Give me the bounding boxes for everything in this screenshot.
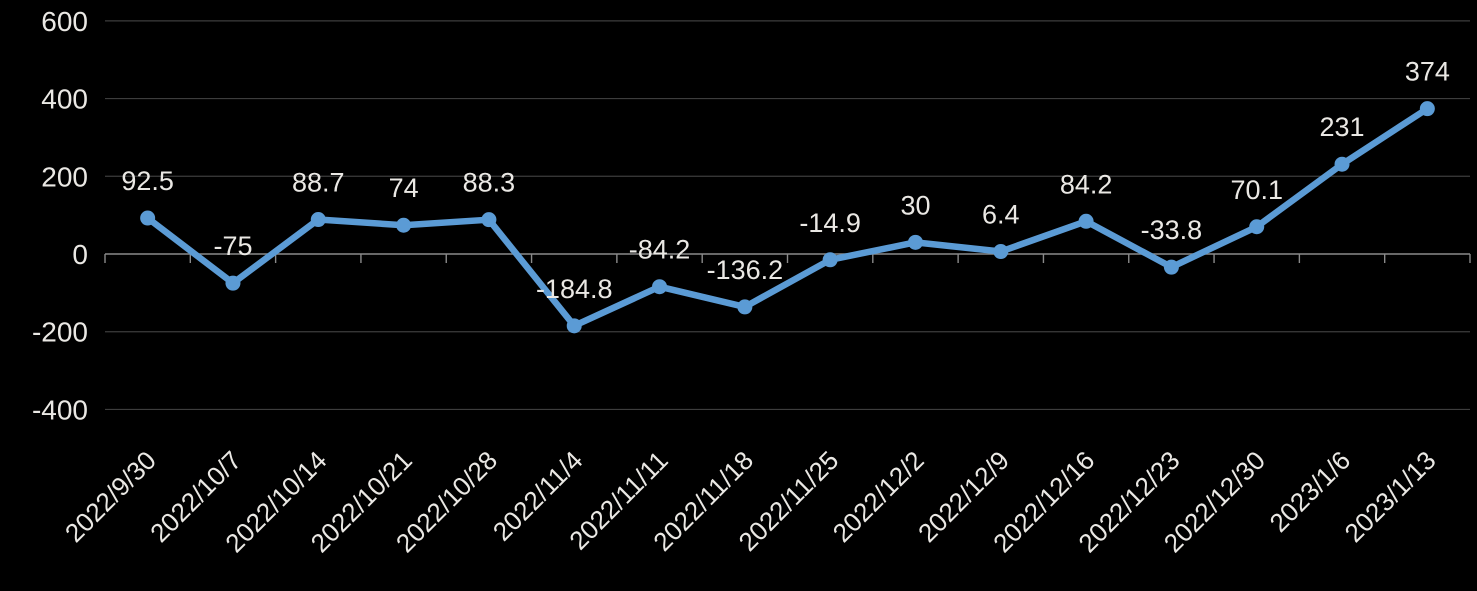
data-point bbox=[1334, 156, 1350, 172]
data-point bbox=[140, 210, 156, 226]
data-point bbox=[566, 318, 582, 334]
y-axis-label: -400 bbox=[32, 394, 88, 425]
series-line bbox=[144, 105, 1431, 330]
x-axis-label: 2022/12/2 bbox=[827, 445, 930, 548]
data-label: -136.2 bbox=[707, 255, 784, 285]
data-point bbox=[1078, 213, 1094, 229]
data-label: 70.1 bbox=[1230, 175, 1283, 205]
data-point bbox=[1249, 219, 1265, 235]
data-label: -184.8 bbox=[536, 274, 613, 304]
y-axis-label: 400 bbox=[41, 84, 88, 115]
data-label: -33.8 bbox=[1141, 215, 1203, 245]
data-label: -84.2 bbox=[629, 235, 691, 265]
data-point bbox=[225, 275, 241, 291]
data-point bbox=[737, 299, 753, 315]
data-label: 30 bbox=[900, 190, 930, 220]
data-label: 92.5 bbox=[121, 166, 174, 196]
data-label: 74 bbox=[389, 173, 419, 203]
data-point bbox=[822, 252, 838, 268]
y-axis-label: 0 bbox=[72, 239, 88, 270]
data-point bbox=[481, 212, 497, 228]
data-label: -14.9 bbox=[799, 208, 861, 238]
y-axis-label: 600 bbox=[41, 6, 88, 37]
data-point bbox=[1419, 101, 1435, 117]
y-axis-label: -200 bbox=[32, 317, 88, 348]
data-label: 231 bbox=[1320, 112, 1365, 142]
data-point bbox=[652, 279, 668, 295]
y-axis-label: 200 bbox=[41, 161, 88, 192]
x-axis-label: 2022/9/30 bbox=[59, 445, 162, 548]
data-point bbox=[396, 217, 412, 233]
data-label: 6.4 bbox=[982, 200, 1020, 230]
data-label: -75 bbox=[213, 231, 252, 261]
data-label: 84.2 bbox=[1060, 169, 1113, 199]
x-axis-label: 2023/1/13 bbox=[1339, 445, 1442, 548]
data-point bbox=[907, 234, 923, 250]
data-point bbox=[1163, 259, 1179, 275]
data-label: 88.7 bbox=[292, 168, 345, 198]
data-label: 88.3 bbox=[463, 168, 516, 198]
data-point bbox=[993, 244, 1009, 260]
data-label: 374 bbox=[1405, 57, 1450, 87]
data-point bbox=[310, 212, 326, 228]
